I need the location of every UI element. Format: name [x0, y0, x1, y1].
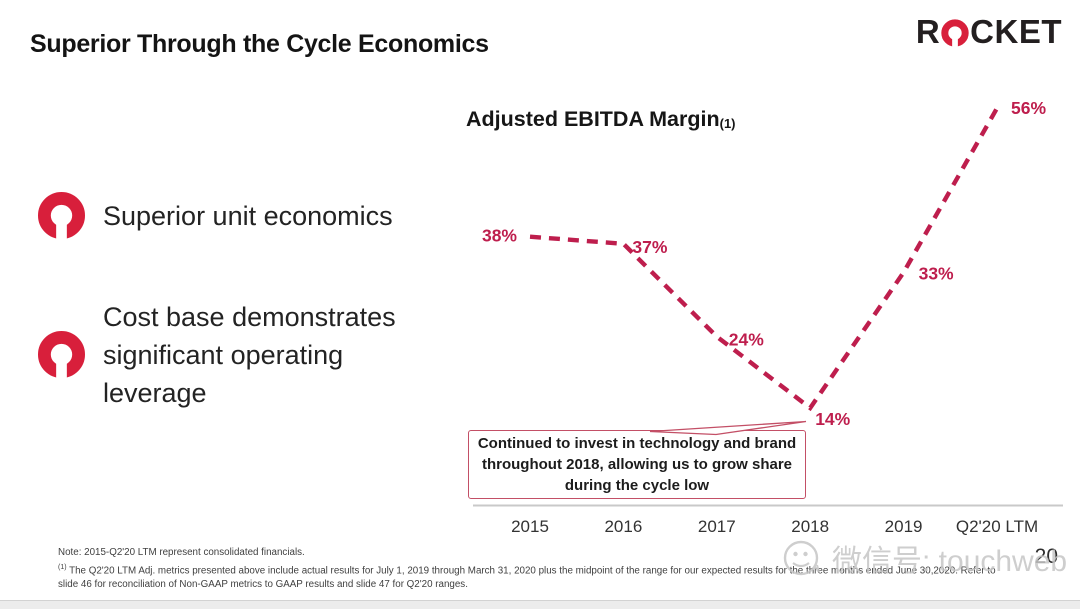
- footnote-1: (1) The Q2'20 LTM Adj. metrics presented…: [58, 561, 1016, 593]
- footnote-1-marker: (1): [58, 563, 67, 571]
- ebitda-margin-dashed-line: [529, 107, 999, 412]
- data-point-label: 33%: [919, 263, 954, 283]
- footnote-reference: (1): [719, 116, 736, 131]
- bullet-superior-unit-economics: Superior unit economics: [38, 192, 433, 239]
- x-axis-label: 2019: [884, 517, 923, 536]
- logo-letters-cket: CKET: [970, 13, 1062, 50]
- rocket-o-icon: [941, 19, 969, 47]
- x-axis-label: 2015: [511, 517, 549, 536]
- rocket-o-bullet-icon: [38, 192, 85, 239]
- data-point-label: 14%: [815, 409, 850, 429]
- x-axis-label: 2016: [604, 517, 643, 536]
- x-axis-label: Q2'20 LTM: [955, 517, 1039, 536]
- data-point-label: 37%: [632, 237, 667, 257]
- x-axis-label: 2017: [697, 517, 736, 536]
- bullet-text: Superior unit economics: [103, 200, 393, 231]
- annotation-callout: Continued to invest in technology and br…: [468, 430, 806, 499]
- chart-title-text: Adjusted EBITDA Margin: [466, 107, 720, 131]
- data-point-label: 24%: [729, 330, 764, 350]
- callout-line: throughout 2018, allowing us to grow sha…: [481, 456, 793, 473]
- data-point-label: 56%: [1011, 98, 1046, 118]
- bottom-strip: [0, 600, 1080, 609]
- footnote-note: Note: 2015-Q2'20 LTM represent consolida…: [58, 547, 305, 558]
- footnote-1-text: The Q2'20 LTM Adj. metrics presented abo…: [58, 564, 996, 591]
- x-axis-label: 2018: [791, 517, 830, 536]
- callout-line: during the cycle low: [564, 477, 710, 494]
- page-number: 20: [1034, 545, 1058, 568]
- bullet-text: Cost base demonstrates significant opera…: [103, 302, 396, 408]
- callout-line: Continued to invest in technology and br…: [477, 435, 797, 452]
- data-point-label: 38%: [482, 226, 517, 246]
- logo-letter-r: R: [915, 13, 941, 50]
- rocket-logo: R CKET: [916, 13, 1062, 51]
- bullet-cost-base: Cost base demonstrates significant opera…: [38, 298, 423, 412]
- footnotes: Note: 2015-Q2'20 LTM represent consolida…: [58, 546, 1016, 593]
- rocket-o-bullet-icon: [38, 331, 85, 378]
- page-title: Superior Through the Cycle Economics: [30, 30, 489, 58]
- chart-title: Adjusted EBITDA Margin(1): [466, 107, 736, 132]
